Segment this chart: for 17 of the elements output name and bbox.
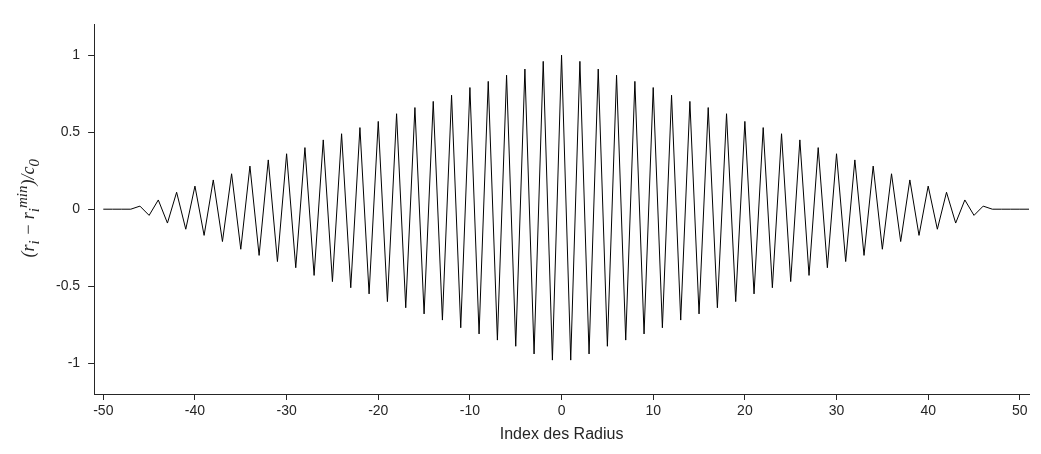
x-tick-label: 30: [828, 402, 845, 419]
x-tick-label: 40: [920, 402, 937, 419]
y-tick-label: -0.5: [56, 277, 81, 294]
x-tick-label: 0: [557, 402, 566, 419]
x-tick-label: -30: [276, 402, 297, 419]
y-tick-label: 1: [72, 46, 81, 63]
x-axis-title: Index des Radius: [499, 424, 624, 442]
y-tick-label: 0.5: [60, 123, 81, 140]
x-tick-label: -20: [368, 402, 389, 419]
x-tick-label: 20: [737, 402, 753, 419]
x-tick-label: -40: [184, 402, 206, 419]
x-tick-label: 10: [645, 402, 662, 419]
x-tick-label: 50: [1012, 402, 1028, 419]
x-tick-label: -50: [93, 402, 114, 419]
y-tick-label: -1: [67, 354, 81, 371]
x-tick-label: -10: [459, 402, 481, 419]
y-tick-label: 0: [72, 200, 81, 217]
